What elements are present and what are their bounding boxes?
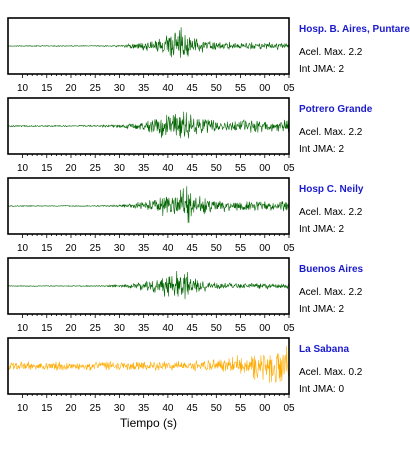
x-tick-label: 00 (259, 323, 271, 334)
x-tick-label: 45 (187, 323, 199, 334)
x-tick-label: 30 (114, 243, 126, 254)
station-name: Hosp C. Neily (299, 184, 364, 195)
station-name: La Sabana (299, 344, 350, 355)
x-tick-label: 40 (162, 83, 174, 94)
x-tick-label: 15 (41, 83, 53, 94)
x-tick-label: 35 (138, 83, 150, 94)
x-tick-label: 30 (114, 403, 126, 414)
x-tick-label: 25 (90, 83, 102, 94)
x-tick-label: 25 (90, 163, 102, 174)
x-tick-label: 00 (259, 83, 271, 94)
waveform-series (7, 27, 290, 58)
x-tick-label: 00 (259, 163, 271, 174)
x-tick-label: 45 (187, 163, 199, 174)
x-tick-label: 55 (235, 243, 247, 254)
x-tick-label: 25 (90, 323, 102, 334)
x-tick-label: 05 (283, 403, 295, 414)
x-tick-label: 20 (65, 83, 77, 94)
x-tick-label: 15 (41, 323, 53, 334)
x-tick-label: 30 (114, 83, 126, 94)
max-acceleration-label: Acel. Max. 2.2 (299, 127, 363, 138)
waveform-series (7, 111, 290, 139)
x-tick-label: 50 (211, 323, 223, 334)
x-tick-label: 15 (41, 403, 53, 414)
jma-intensity-label: Int JMA: 2 (299, 224, 345, 235)
panel-1: 10 15 20 25 30 35 40 45 50 55 00 05 (7, 17, 295, 94)
x-tick-label: 00 (259, 243, 271, 254)
x-tick-label: 20 (65, 163, 77, 174)
x-tick-label: 25 (90, 403, 102, 414)
x-tick-label: 20 (65, 403, 77, 414)
jma-intensity-label: Int JMA: 2 (299, 304, 345, 315)
x-tick-label: 10 (17, 323, 29, 334)
jma-intensity-label: Int JMA: 0 (299, 384, 345, 395)
max-acceleration-label: Acel. Max. 2.2 (299, 287, 363, 298)
x-tick-label: 10 (17, 163, 29, 174)
x-tick-label: 55 (235, 83, 247, 94)
x-tick-label: 15 (41, 163, 53, 174)
max-acceleration-label: Acel. Max. 2.2 (299, 207, 363, 218)
x-tick-label: 10 (17, 403, 29, 414)
panel-4: 10 15 20 25 30 35 40 45 50 55 00 05 (7, 257, 295, 334)
x-tick-label: 55 (235, 323, 247, 334)
waveform-series (7, 345, 290, 384)
x-tick-label: 50 (211, 163, 223, 174)
x-tick-label: 35 (138, 323, 150, 334)
station-name: Potrero Grande (299, 104, 373, 115)
x-tick-label: 30 (114, 163, 126, 174)
x-tick-label: 05 (283, 243, 295, 254)
x-tick-label: 05 (283, 323, 295, 334)
x-axis-title: Tiempo (s) (120, 416, 177, 430)
x-tick-label: 05 (283, 163, 295, 174)
x-tick-label: 00 (259, 403, 271, 414)
x-tick-label: 35 (138, 403, 150, 414)
x-tick-label: 25 (90, 243, 102, 254)
x-tick-label: 40 (162, 323, 174, 334)
waveform-series (7, 270, 290, 300)
waveform-series (7, 186, 290, 223)
station-name: Buenos Aires (299, 264, 364, 275)
x-tick-label: 20 (65, 243, 77, 254)
panel-5: 10 15 20 25 30 35 40 45 50 55 00 05 (7, 337, 295, 414)
x-tick-label: 55 (235, 163, 247, 174)
x-tick-label: 35 (138, 163, 150, 174)
max-acceleration-label: Acel. Max. 2.2 (299, 47, 363, 58)
x-tick-label: 15 (41, 243, 53, 254)
x-tick-label: 30 (114, 323, 126, 334)
x-tick-label: 10 (17, 83, 29, 94)
panel-2: 10 15 20 25 30 35 40 45 50 55 00 05 (7, 97, 295, 174)
x-tick-label: 40 (162, 243, 174, 254)
x-tick-label: 20 (65, 323, 77, 334)
x-tick-label: 40 (162, 403, 174, 414)
jma-intensity-label: Int JMA: 2 (299, 144, 345, 155)
x-tick-label: 35 (138, 243, 150, 254)
max-acceleration-label: Acel. Max. 0.2 (299, 367, 363, 378)
x-tick-label: 45 (187, 403, 199, 414)
panel-3: 10 15 20 25 30 35 40 45 50 55 00 05 (7, 177, 295, 254)
x-tick-label: 10 (17, 243, 29, 254)
x-tick-label: 55 (235, 403, 247, 414)
x-tick-label: 50 (211, 83, 223, 94)
x-tick-label: 45 (187, 83, 199, 94)
jma-intensity-label: Int JMA: 2 (299, 64, 345, 75)
x-tick-label: 05 (283, 83, 295, 94)
x-tick-label: 45 (187, 243, 199, 254)
x-tick-label: 50 (211, 403, 223, 414)
x-tick-label: 40 (162, 163, 174, 174)
x-tick-label: 50 (211, 243, 223, 254)
station-name: Hosp. B. Aires, Puntare (299, 24, 410, 35)
